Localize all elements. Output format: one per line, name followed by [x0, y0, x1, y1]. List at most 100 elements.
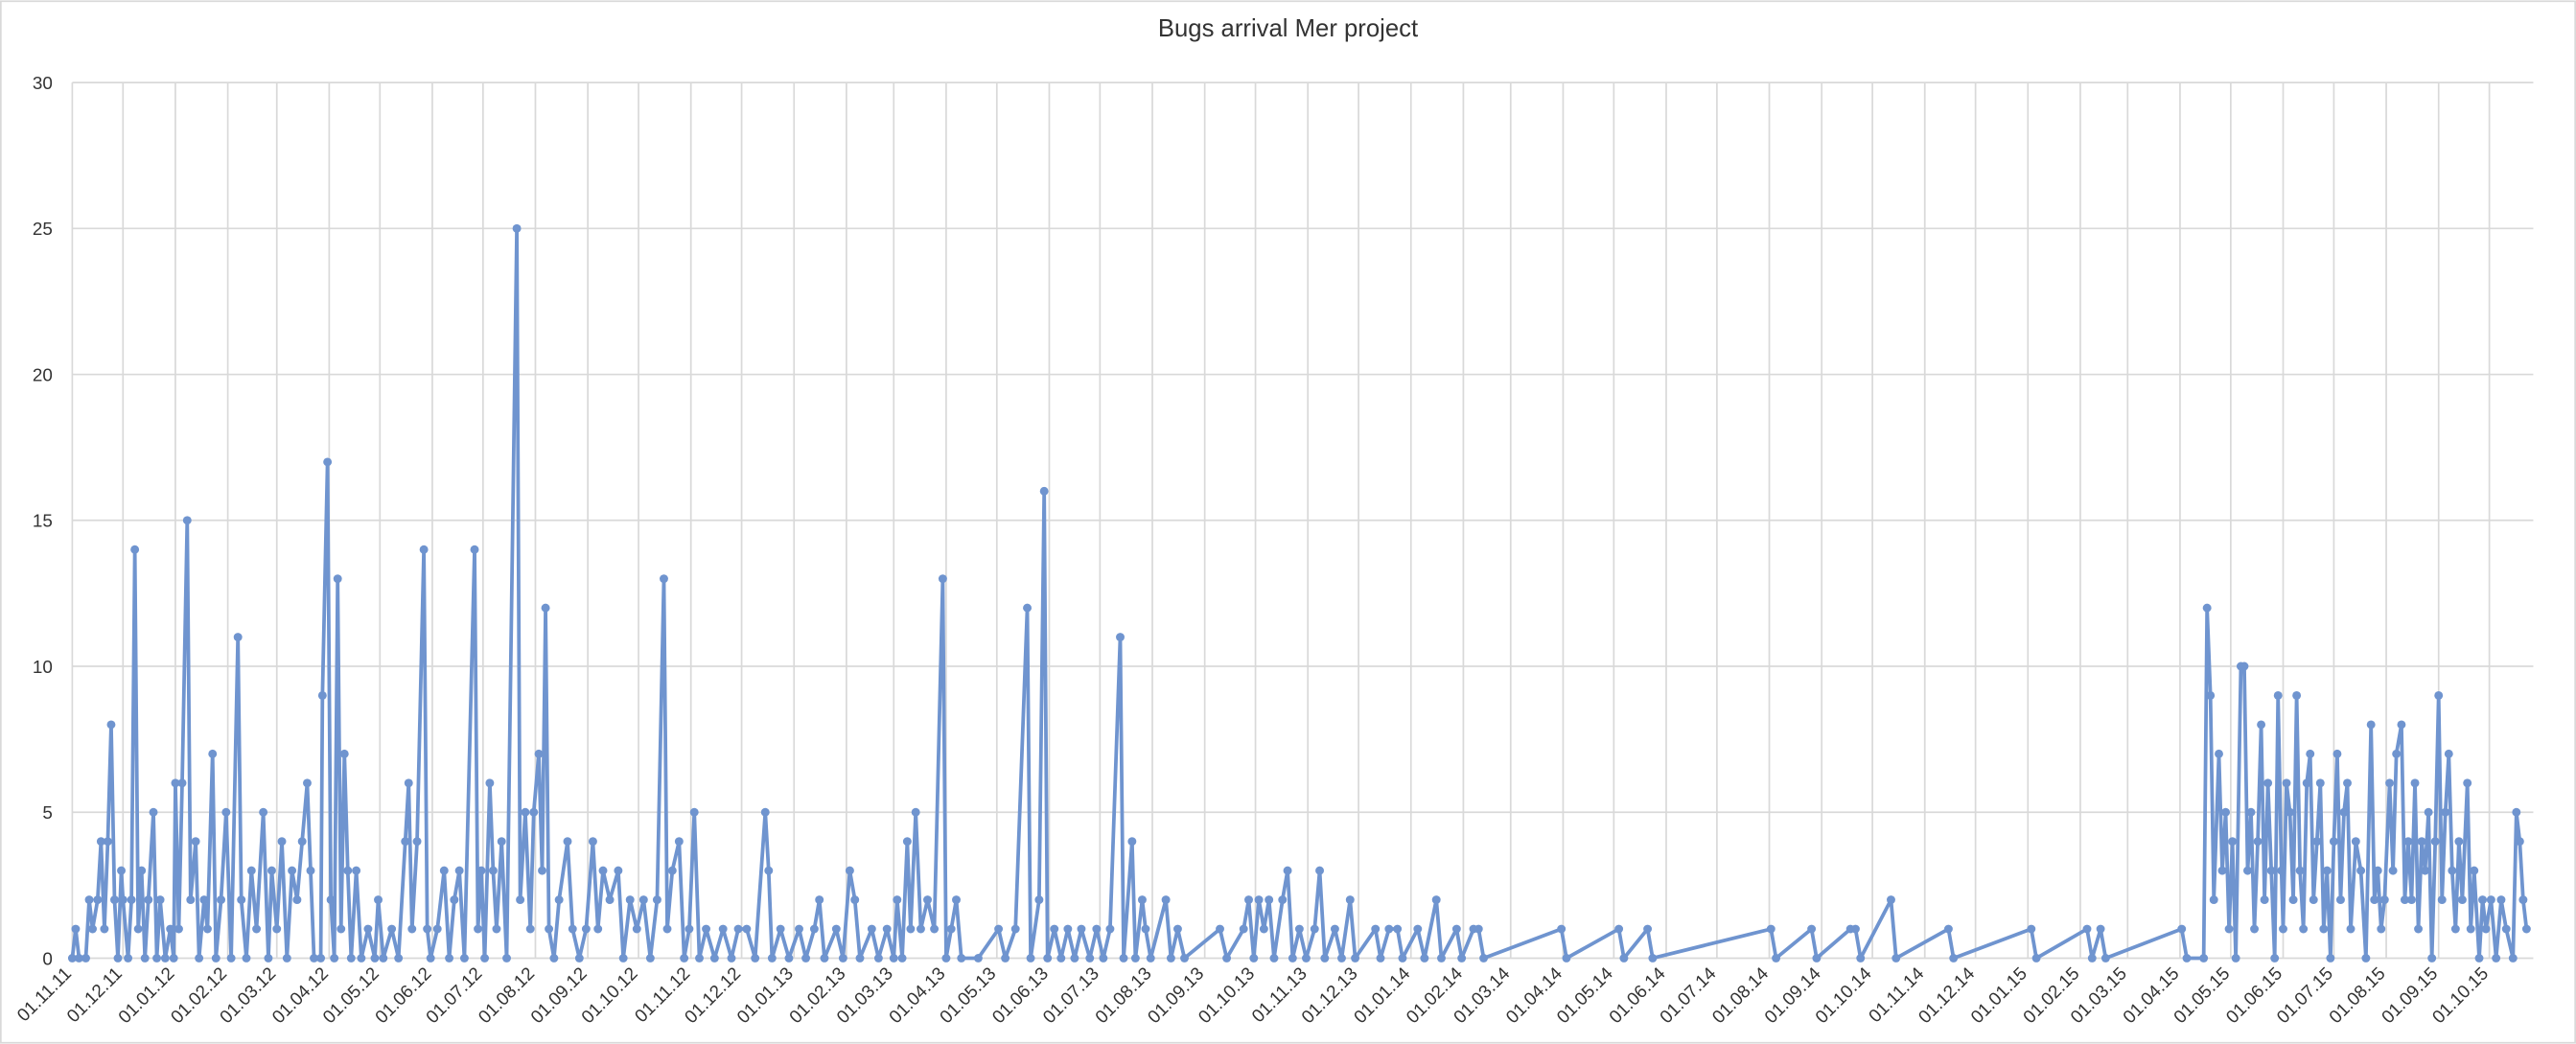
- data-point: [638, 895, 648, 905]
- data-point: [1457, 954, 1467, 963]
- data-point: [149, 807, 158, 817]
- data-point: [1130, 954, 1140, 963]
- data-point: [581, 924, 591, 934]
- data-point: [867, 924, 876, 934]
- data-point: [2319, 924, 2329, 934]
- data-point: [370, 954, 380, 963]
- data-point: [2373, 866, 2382, 875]
- data-point: [588, 837, 597, 847]
- data-point: [2286, 807, 2295, 817]
- data-point: [952, 895, 961, 905]
- data-point: [1216, 924, 1224, 934]
- data-point: [1119, 954, 1128, 963]
- data-point: [776, 924, 785, 934]
- data-point: [2501, 924, 2511, 934]
- data-point: [106, 720, 116, 730]
- data-point: [1283, 866, 1292, 875]
- data-point: [339, 749, 349, 758]
- data-point: [2306, 749, 2315, 758]
- data-point: [303, 778, 312, 788]
- data-point: [1413, 924, 1423, 934]
- data-point: [662, 924, 672, 934]
- data-point: [1244, 895, 1253, 905]
- data-point: [267, 866, 276, 875]
- data-point: [2182, 954, 2192, 963]
- data-point: [751, 954, 760, 963]
- data-point: [1807, 924, 1817, 934]
- data-point: [379, 954, 388, 963]
- data-point: [2100, 954, 2110, 963]
- data-point: [246, 866, 256, 875]
- data-point: [297, 837, 307, 847]
- data-point: [1172, 924, 1182, 934]
- data-point: [946, 924, 956, 934]
- data-point: [363, 924, 373, 934]
- data-point: [171, 778, 180, 788]
- data-point: [476, 866, 486, 875]
- data-point: [1384, 924, 1394, 934]
- data-point: [850, 895, 860, 905]
- data-point: [140, 954, 150, 963]
- data-point: [1070, 954, 1079, 963]
- data-point: [2302, 778, 2311, 788]
- data-point: [767, 954, 777, 963]
- data-point: [652, 895, 661, 905]
- data-point: [1056, 954, 1066, 963]
- data-point: [538, 866, 546, 875]
- data-point: [470, 545, 479, 554]
- data-point: [2277, 866, 2286, 875]
- data-point: [1023, 603, 1032, 613]
- data-point: [208, 749, 218, 758]
- data-point: [2392, 749, 2402, 758]
- data-point: [727, 954, 736, 963]
- data-point: [2263, 778, 2273, 788]
- data-point: [1772, 954, 1781, 963]
- data-point: [2257, 720, 2266, 730]
- data-point: [1766, 924, 1775, 934]
- y-tick-label: 25: [33, 219, 53, 239]
- data-point: [1812, 954, 1822, 963]
- data-point: [2228, 837, 2238, 847]
- data-point: [2448, 866, 2457, 875]
- data-point: [1278, 895, 1288, 905]
- data-point: [709, 954, 719, 963]
- data-point: [480, 954, 490, 963]
- data-point: [330, 954, 339, 963]
- data-point: [2474, 954, 2484, 963]
- data-point: [855, 954, 865, 963]
- data-point: [1269, 954, 1279, 963]
- data-point: [272, 924, 282, 934]
- data-point: [2239, 661, 2249, 671]
- data-point: [412, 837, 422, 847]
- data-point: [680, 954, 689, 963]
- data-point: [96, 837, 105, 847]
- data-point: [2177, 924, 2187, 934]
- data-point: [100, 924, 109, 934]
- data-point: [407, 924, 417, 934]
- data-point: [685, 924, 694, 934]
- data-point: [1050, 924, 1059, 934]
- data-point: [423, 924, 432, 934]
- data-point: [801, 954, 811, 963]
- data-point: [1010, 924, 1020, 934]
- data-point: [195, 954, 204, 963]
- data-point: [233, 633, 243, 642]
- data-point: [625, 895, 635, 905]
- data-point: [459, 954, 469, 963]
- data-point: [1619, 954, 1629, 963]
- data-point: [2410, 778, 2420, 788]
- data-point: [764, 866, 774, 875]
- data-point: [1337, 954, 1346, 963]
- data-point: [81, 954, 90, 963]
- data-point: [191, 837, 200, 847]
- data-point: [2231, 954, 2240, 963]
- data-point: [2400, 895, 2409, 905]
- data-point: [2087, 954, 2097, 963]
- data-point: [923, 895, 932, 905]
- data-point: [485, 778, 495, 788]
- data-point: [1043, 954, 1053, 963]
- data-point: [226, 954, 236, 963]
- data-point: [574, 954, 584, 963]
- data-point: [133, 924, 143, 934]
- data-point: [973, 954, 983, 963]
